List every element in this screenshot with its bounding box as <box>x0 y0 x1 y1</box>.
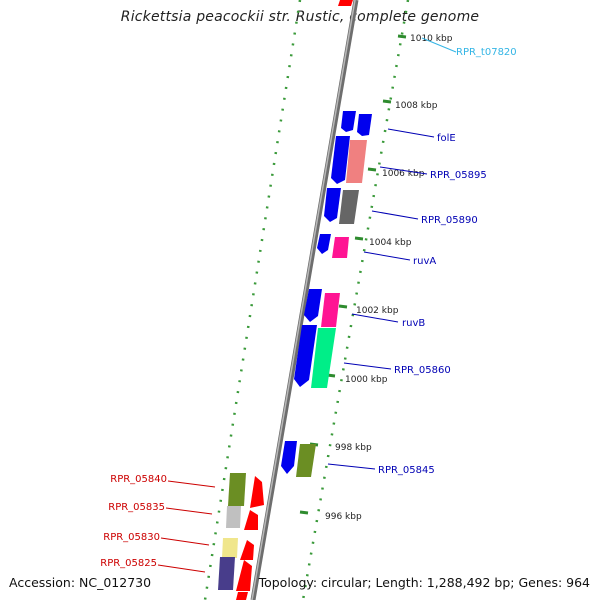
gene-leader-line <box>160 537 210 546</box>
gene-arrow-ruvA-pink <box>332 237 349 258</box>
genome-backbone <box>250 0 359 600</box>
gene-label: RPR_t07820 <box>456 47 517 58</box>
map-title: Rickettsia peacockii str. Rustic, comple… <box>120 9 480 25</box>
tick-label: 1008 kbp <box>395 101 438 111</box>
accession-label: Accession: NC_012730 <box>9 575 152 590</box>
gene-leader-line <box>371 210 419 220</box>
gene-label: ruvB <box>402 318 425 329</box>
gene-arrow-05895-salmon <box>346 140 367 183</box>
gene-arrow-red-05830 <box>240 540 254 560</box>
gene-arrow-red-05825 <box>236 560 252 591</box>
gene-leader-line <box>157 564 206 573</box>
tick-label: 1004 kbp <box>369 238 412 248</box>
gene-leader-line <box>387 128 435 138</box>
gene-khaki-05830 <box>222 538 238 558</box>
gene-arrow-05895-blue <box>331 136 350 184</box>
gene-arrow-red-bottom <box>236 592 248 600</box>
gene-leader-line <box>167 480 216 488</box>
gene-label: RPR_05825 <box>100 558 157 569</box>
gene-label: RPR_05860 <box>394 365 451 376</box>
gene-leader-line <box>351 313 399 323</box>
gene-arrow-05860-green <box>311 328 336 388</box>
tick-mark <box>354 236 364 241</box>
gene-label: RPR_05895 <box>430 170 487 181</box>
gene-arrow-folE-b <box>357 114 372 136</box>
tick-mark <box>367 167 377 172</box>
gene-leader-line <box>327 463 376 470</box>
gene-arrow-05890-blue <box>324 188 341 222</box>
gene-arrow-05860-blue <box>294 325 317 387</box>
tick-mark <box>299 510 309 515</box>
gene-arrow-red-top <box>338 0 353 6</box>
forward-strand-genes <box>281 0 372 477</box>
gene-arrow-05890-gray <box>339 190 359 224</box>
gene-olive-05840 <box>228 473 246 506</box>
outer-dotted-track <box>203 0 302 600</box>
gene-arrow-ruvB-blue <box>304 289 322 322</box>
gene-arrow-ruvB-pink <box>321 293 340 327</box>
gene-arrow-folE-a <box>341 111 356 132</box>
gene-slate-05825 <box>218 557 235 590</box>
gene-leader-line <box>363 251 411 261</box>
gene-leader-line <box>379 166 428 175</box>
gene-label: RPR_05835 <box>108 502 165 513</box>
gene-label: RPR_05830 <box>103 532 160 543</box>
tick-label: 1006 kbp <box>382 169 425 179</box>
tick-mark <box>382 99 392 104</box>
tick-label: 1010 kbp <box>410 34 453 44</box>
gene-arrow-05845-olive <box>296 444 316 477</box>
genome-summary: Topology: circular; Length: 1,288,492 bp… <box>258 575 590 590</box>
gene-label: RPR_05845 <box>378 465 435 476</box>
gene-labels: RPR_t07820 folE RPR_05895 RPR_05890 ruvA ruvB… <box>100 37 517 573</box>
gene-arrow-ruvA-blue <box>317 234 331 254</box>
tick-label: 1002 kbp <box>356 306 399 316</box>
tick-label: 996 kbp <box>325 512 362 522</box>
tick-marks: 1010 kbp 1008 kbp 1006 kbp 1004 kbp 1002 kbp… <box>299 34 453 522</box>
tick-mark <box>397 34 407 39</box>
gene-leader-line <box>421 37 457 53</box>
gene-label: ruvA <box>413 256 436 267</box>
gene-arrow-05845-blue <box>281 441 297 474</box>
tick-mark <box>338 304 348 309</box>
tick-label: 998 kbp <box>335 443 372 453</box>
gene-arrow-red-05835 <box>244 510 258 530</box>
gene-leader-line <box>165 507 213 515</box>
gene-arrow-red-05840 <box>250 476 264 508</box>
tick-label: 1000 kbp <box>345 375 388 385</box>
gene-silver-05835 <box>226 506 241 528</box>
inner-dotted-track <box>301 0 410 600</box>
gene-label: folE <box>437 133 456 144</box>
reverse-strand-genes <box>218 473 264 600</box>
gene-leader-line <box>343 362 392 370</box>
gene-label: RPR_05890 <box>421 215 478 226</box>
gene-label: RPR_05840 <box>110 474 167 485</box>
